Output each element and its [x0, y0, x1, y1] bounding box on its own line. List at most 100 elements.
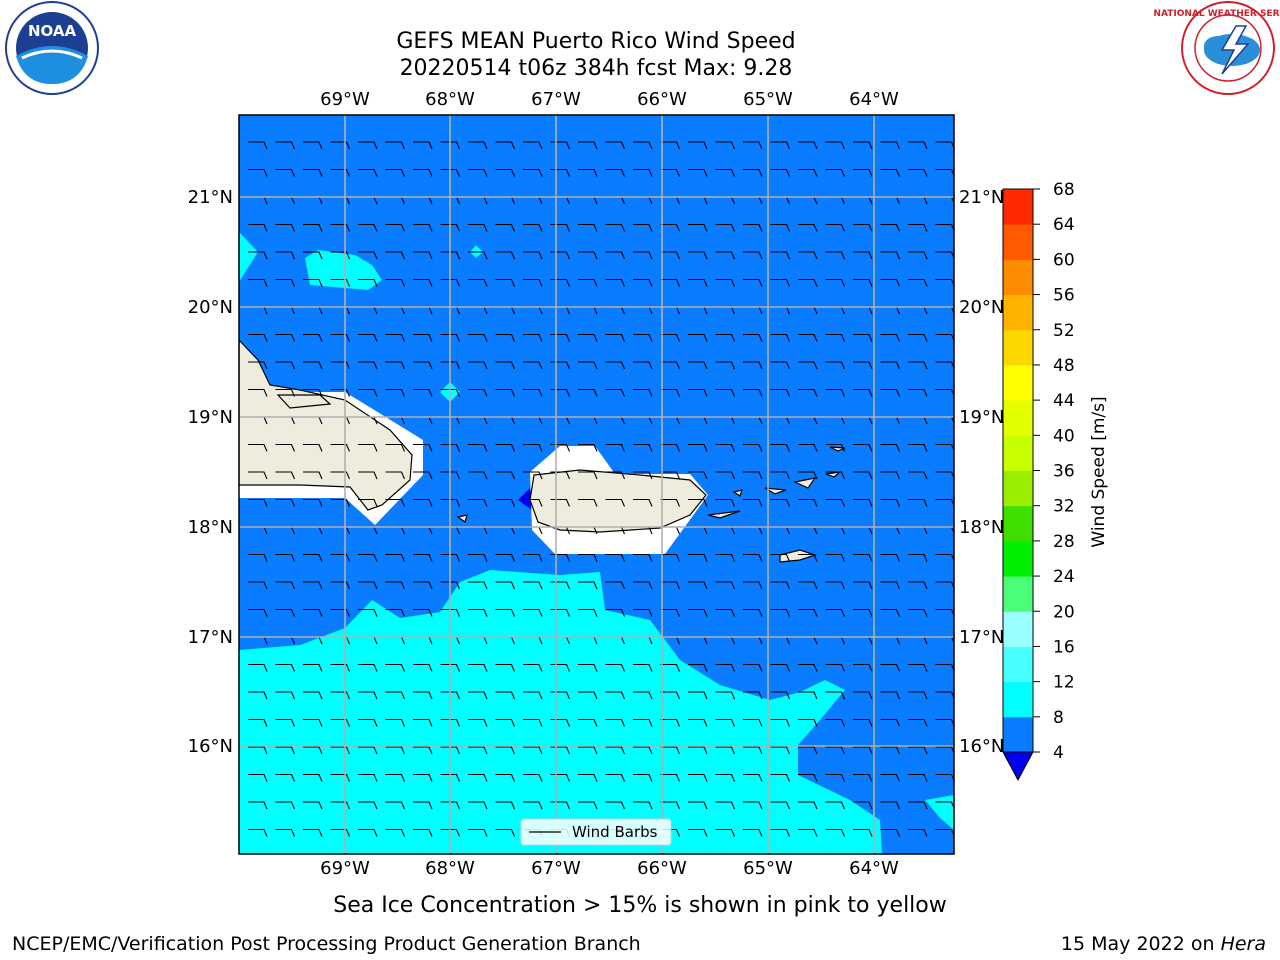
wind-barb: [743, 278, 763, 287]
wind-barb: [358, 333, 378, 342]
wind-barb: [578, 278, 598, 287]
wind-barb: [275, 168, 296, 177]
wind-barb: [413, 801, 433, 810]
wind-barb: [633, 746, 653, 755]
wind-barb: [495, 718, 516, 727]
wind-barb: [770, 141, 791, 150]
wind-barb: [880, 251, 901, 260]
colorbar-tick-label: 44: [1053, 391, 1075, 411]
wind-barb: [495, 691, 516, 700]
wind-barb: [743, 581, 763, 590]
wind-barb: [495, 828, 516, 837]
wind-barb: [578, 361, 598, 370]
wind-barb: [798, 581, 818, 590]
wind-barb: [468, 581, 488, 590]
wind-barb: [578, 388, 598, 397]
wind-barb: [908, 828, 928, 837]
wind-barb: [715, 388, 736, 397]
wind-barb: [798, 746, 818, 755]
wind-barb: [385, 553, 406, 562]
wind-barb: [798, 718, 818, 727]
wind-barb: [303, 691, 323, 700]
wind-barb: [468, 278, 488, 287]
colorbar-tick-label: 20: [1053, 602, 1075, 622]
wind-barb: [880, 141, 901, 150]
wind-barb: [853, 828, 873, 837]
wind-barb: [688, 251, 708, 260]
wind-barb: [605, 223, 626, 232]
wind-barb: [770, 553, 791, 562]
wind-barb: [358, 608, 378, 617]
wind-barb: [660, 361, 681, 370]
wind-barb: [440, 828, 461, 837]
wind-barb: [248, 498, 268, 507]
wind-barb: [248, 691, 268, 700]
wind-barb: [688, 773, 708, 782]
colorbar-tick-label: 60: [1053, 250, 1075, 270]
lon-label-bottom: 67°W: [531, 858, 581, 879]
wind-barb: [468, 361, 488, 370]
wind-barb: [880, 333, 901, 342]
wind-barb: [495, 498, 516, 507]
wind-barb: [413, 553, 433, 562]
wind-barb: [413, 828, 433, 837]
wind-barb: [275, 746, 296, 755]
wind-barb: [770, 223, 791, 232]
wind-barb: [413, 691, 433, 700]
wind-barb: [275, 471, 296, 480]
wind-barb: [825, 333, 846, 342]
longitude-labels-bottom: 69°W 68°W 67°W 66°W 65°W 64°W: [320, 858, 899, 879]
wind-barb: [303, 498, 323, 507]
wind-barb: [798, 801, 818, 810]
wind-barb: [825, 663, 846, 672]
wind-barb: [495, 388, 516, 397]
wind-barb: [413, 498, 433, 507]
wind-barb: [468, 773, 488, 782]
lon-label-bottom: 65°W: [743, 858, 793, 879]
wind-barb: [330, 361, 351, 370]
wind-barb: [440, 581, 461, 590]
wind-barb: [660, 333, 681, 342]
wind-barb: [275, 141, 296, 150]
wind-barb: [743, 553, 763, 562]
wind-barb: [853, 333, 873, 342]
wind-barb: [330, 471, 351, 480]
wind-barb: [330, 581, 351, 590]
wind-barb: [330, 801, 351, 810]
wind-barb: [715, 608, 736, 617]
wind-barb: [523, 223, 543, 232]
wind-barb: [880, 471, 901, 480]
wind-barb: [413, 718, 433, 727]
wind-barb: [495, 168, 516, 177]
wind-barb: [605, 691, 626, 700]
wind-barb: [688, 828, 708, 837]
wind-barb: [798, 251, 818, 260]
wind-barb: [385, 333, 406, 342]
wind-barb: [385, 746, 406, 755]
wind-barb: [633, 498, 653, 507]
wind-barb: [330, 828, 351, 837]
wind-barb: [440, 278, 461, 287]
wind-barb: [798, 691, 818, 700]
wind-barb: [248, 223, 268, 232]
wind-barb: [358, 223, 378, 232]
wind-barb: [440, 608, 461, 617]
wind-barb: [330, 168, 351, 177]
wind-barb: [275, 581, 296, 590]
wind-barb: [495, 141, 516, 150]
wind-barb: [798, 168, 818, 177]
wind-barb: [633, 718, 653, 727]
wind-barb: [358, 553, 378, 562]
wind-barb: [853, 773, 873, 782]
wind-barb: [468, 251, 488, 260]
wind-barb: [358, 443, 378, 452]
wind-barb: [605, 718, 626, 727]
wind-barb: [743, 471, 763, 480]
wind-barb: [523, 471, 543, 480]
wind-barb: [798, 141, 818, 150]
nws-logo: NATIONAL WEATHER SERVICE: [1153, 1, 1280, 95]
wind-barb: [660, 663, 681, 672]
wind-barb: [660, 141, 681, 150]
wind-barb: [853, 388, 873, 397]
